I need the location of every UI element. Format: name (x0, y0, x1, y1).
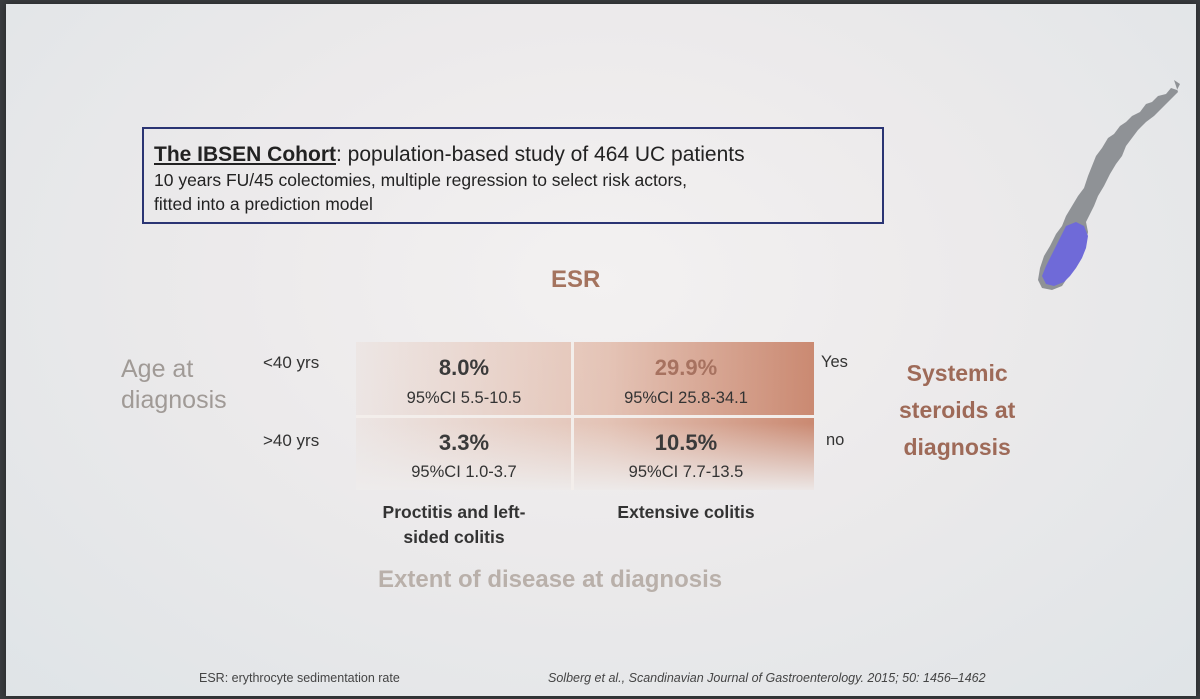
steroids-axis-label: Systemic steroids at diagnosis (899, 355, 1015, 466)
column-label-limited: Proctitis and left- sided colitis (364, 500, 544, 550)
cohort-detail-line-2: fitted into a prediction model (154, 194, 373, 214)
row-label-under-40: <40 yrs (263, 353, 320, 372)
cohort-summary: : population-based study of 464 UC patie… (336, 143, 745, 166)
cell-under40-limited-value: 8.0% (438, 355, 490, 380)
cell-under40-extensive-value: 29.9% (654, 355, 718, 380)
age-axis-label-line-1: Age at (121, 355, 194, 383)
steroids-axis-label-line-3: diagnosis (903, 434, 1011, 460)
cohort-title-line: The IBSEN Cohort: population-based study… (154, 142, 872, 168)
cohort-name: The IBSEN Cohort (154, 143, 336, 166)
cohort-detail-line-1: 10 years FU/45 colectomies, multiple reg… (154, 170, 687, 190)
steroids-axis-label-line-1: Systemic (906, 360, 1008, 386)
footnote: ESR: erythrocyte sedimentation rate (199, 671, 400, 685)
risk-grid-divider-horizontal (356, 415, 814, 418)
slide: The IBSEN Cohort: population-based study… (6, 4, 1196, 696)
cell-over40-extensive-ci: 95%CI 7.7-13.5 (628, 463, 744, 481)
norway-highlight-region (1042, 222, 1088, 286)
age-axis-label: Age at diagnosis (121, 354, 227, 416)
column-label-extensive-line-1: Extensive colitis (617, 502, 755, 522)
cell-over40-limited-ci: 95%CI 1.0-3.7 (411, 463, 517, 481)
column-label-limited-line-1: Proctitis and left- (382, 502, 526, 522)
norway-map-icon (1038, 80, 1180, 290)
extent-axis-label: Extent of disease at diagnosis (378, 566, 723, 593)
steroids-yes-label: Yes (821, 353, 848, 371)
age-axis-label-line-2: diagnosis (121, 386, 227, 414)
column-label-extensive: Extensive colitis (586, 500, 786, 525)
esr-heading: ESR (551, 266, 601, 293)
steroids-no-label: no (826, 431, 845, 449)
cell-over40-limited-value: 3.3% (438, 430, 490, 455)
cell-under40-extensive-ci: 95%CI 25.8-34.1 (624, 389, 748, 407)
citation: Solberg et al., Scandinavian Journal of … (548, 671, 986, 685)
column-label-limited-line-2: sided colitis (403, 527, 505, 547)
cell-over40-extensive-value: 10.5% (654, 430, 718, 455)
steroids-axis-label-line-2: steroids at (899, 397, 1016, 423)
cohort-summary-box: The IBSEN Cohort: population-based study… (142, 127, 884, 224)
cell-under40-limited-ci: 95%CI 5.5-10.5 (406, 389, 522, 407)
row-label-over-40: >40 yrs (263, 431, 320, 450)
